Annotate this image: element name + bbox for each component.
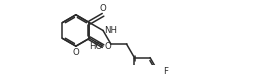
Text: O: O <box>104 42 111 51</box>
Text: HO: HO <box>89 42 102 51</box>
Text: O: O <box>100 4 106 14</box>
Text: NH: NH <box>104 26 117 35</box>
Text: F: F <box>164 67 168 75</box>
Text: O: O <box>72 48 79 57</box>
